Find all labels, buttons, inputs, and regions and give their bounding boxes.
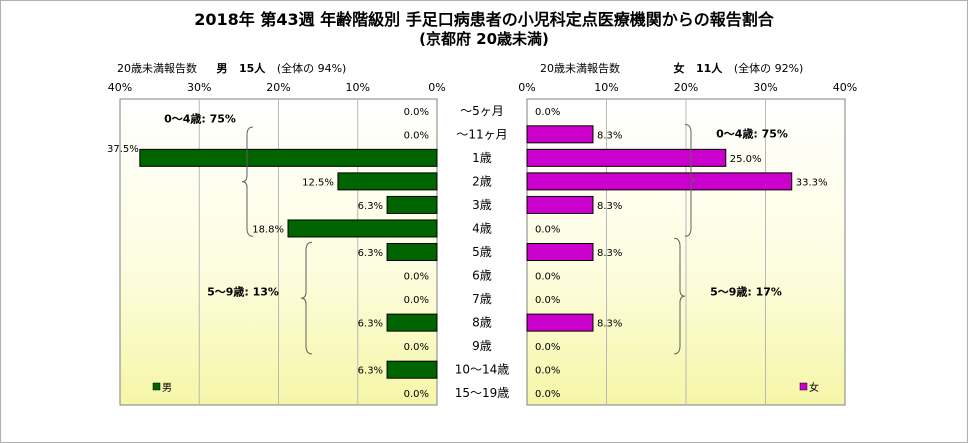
male-legend-label: 男	[162, 382, 172, 394]
female-data-label: 0.0%	[535, 224, 560, 235]
male-tick-label: 0%	[428, 81, 445, 94]
female-group-label-0-4: 0～4歳: 75%	[716, 127, 788, 141]
female-group-label-5-9: 5～9歳: 17%	[710, 284, 782, 298]
female-data-label: 0.0%	[535, 389, 560, 400]
female-data-label: 0.0%	[535, 342, 560, 353]
male-data-label: 37.5%	[107, 144, 139, 155]
female-bar	[526, 172, 793, 191]
male-data-label: 12.5%	[302, 177, 334, 188]
female-data-label: 8.3%	[597, 201, 622, 212]
male-bar	[386, 313, 438, 332]
male-data-label: 0.0%	[404, 272, 429, 283]
male-data-label: 6.3%	[358, 366, 383, 377]
female-legend-label: 女	[809, 381, 819, 394]
male-tick-label: 10%	[346, 81, 370, 94]
male-tick-label: 30%	[187, 81, 211, 94]
male-data-label: 0.0%	[404, 342, 429, 353]
male-bar	[287, 219, 438, 238]
female-tick-label: 40%	[833, 81, 857, 94]
age-category-label: 1歳	[472, 151, 492, 165]
male-header-sex: 男	[216, 62, 228, 75]
male-bar	[337, 172, 438, 191]
female-tick-label: 10%	[594, 81, 618, 94]
male-bar	[386, 243, 438, 261]
female-data-label: 0.0%	[535, 272, 560, 283]
male-legend-swatch	[152, 382, 161, 391]
female-data-label: 33.3%	[796, 177, 828, 188]
age-category-label: 9歳	[472, 339, 492, 353]
female-group-brace-0-4	[684, 124, 697, 237]
male-data-label: 18.8%	[252, 224, 284, 235]
female-group-brace-5-9	[673, 237, 686, 355]
male-header-count: 15人	[239, 62, 266, 75]
age-category-label: 4歳	[472, 221, 492, 235]
male-bar	[139, 148, 438, 167]
age-category-label: 15～19歳	[455, 386, 510, 400]
female-data-label: 25.0%	[730, 154, 762, 165]
female-header: 20歳未満報告数 女 11人 (全体の 92%)	[540, 60, 803, 76]
male-data-label: 6.3%	[358, 201, 383, 212]
male-data-label: 0.0%	[404, 389, 429, 400]
male-data-label: 0.0%	[404, 295, 429, 306]
male-group-label-0-4: 0～4歳: 75%	[164, 112, 236, 126]
female-bar	[526, 195, 594, 214]
female-bar	[526, 313, 594, 332]
age-category-label: ～11ヶ月	[456, 127, 507, 141]
female-bar	[526, 243, 594, 261]
age-category-label: 8歳	[472, 316, 492, 330]
age-category-label: 2歳	[472, 174, 492, 188]
female-tick-label: 20%	[674, 81, 698, 94]
age-category-label: 7歳	[472, 292, 492, 306]
female-data-label: 8.3%	[597, 319, 622, 330]
male-header-label: 20歳未満報告数	[117, 62, 197, 75]
chart-title: 2018年 第43週 年齢階級別 手足口病患者の小児科定点医療機関からの報告割合	[194, 10, 774, 29]
female-tick-label: 30%	[753, 81, 777, 94]
male-data-label: 0.0%	[404, 107, 429, 118]
male-data-label: 0.0%	[404, 130, 429, 141]
male-header: 20歳未満報告数 男 15人 (全体の 94%)	[117, 60, 346, 76]
male-tick-label: 20%	[266, 81, 290, 94]
female-bar	[526, 148, 727, 167]
male-group-label-5-9: 5～9歳: 13%	[207, 284, 279, 298]
female-legend-swatch	[799, 382, 808, 391]
age-category-label: 3歳	[472, 198, 492, 212]
male-group-brace-5-9	[300, 241, 313, 355]
female-header-share: (全体の 92%)	[733, 62, 804, 75]
age-category-label: ～5ヶ月	[460, 104, 504, 118]
female-data-label: 0.0%	[535, 107, 560, 118]
age-category-label: 6歳	[472, 269, 492, 283]
male-bar	[386, 360, 438, 379]
female-data-label: 0.0%	[535, 366, 560, 377]
age-category-label: 5歳	[472, 245, 492, 259]
male-bar	[386, 195, 438, 214]
male-header-share: (全体の 94%)	[276, 62, 347, 75]
female-bar	[526, 125, 594, 144]
female-data-label: 0.0%	[535, 295, 560, 306]
male-group-brace-0-4	[241, 126, 254, 237]
male-tick-label: 40%	[108, 81, 132, 94]
age-category-label: 10～14歳	[455, 363, 510, 377]
chart-subtitle: (京都府 20歳未満)	[419, 30, 549, 48]
female-tick-label: 0%	[518, 81, 535, 94]
female-data-label: 8.3%	[597, 248, 622, 259]
male-data-label: 6.3%	[358, 248, 383, 259]
female-header-count: 11人	[696, 62, 723, 75]
female-data-label: 8.3%	[597, 130, 622, 141]
male-data-label: 6.3%	[358, 319, 383, 330]
female-header-label: 20歳未満報告数	[540, 62, 620, 75]
female-header-sex: 女	[673, 62, 685, 75]
